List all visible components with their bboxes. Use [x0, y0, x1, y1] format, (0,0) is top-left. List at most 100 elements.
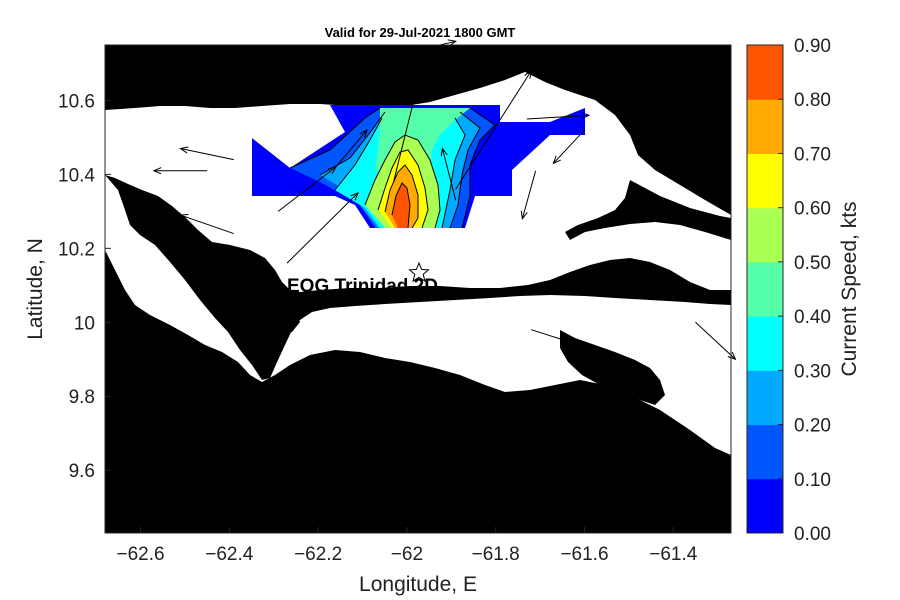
- vector-shaft: [695, 321, 736, 360]
- colorbar-tick-label: 0.60: [794, 199, 831, 220]
- vector-head: [581, 112, 591, 120]
- y-tick-label: 10.2: [58, 239, 95, 260]
- colorbar-tick-label: 0.40: [794, 307, 831, 328]
- star-icon: [408, 261, 430, 283]
- vector-head: [440, 147, 448, 157]
- contour-line-0.3: [334, 117, 466, 229]
- current-vector-arrow: [375, 39, 457, 61]
- y-tick-label: 10.4: [58, 165, 95, 186]
- vector-head: [350, 191, 359, 201]
- current-vectors: [152, 39, 737, 361]
- vector-shaft: [393, 74, 421, 182]
- current-vector-arrow: [695, 321, 737, 361]
- contour-0.8-0.9: [392, 183, 410, 228]
- land-island-small: [270, 310, 300, 333]
- colorbar-segment: [747, 478, 783, 534]
- x-tick-label: −62.4: [205, 544, 254, 565]
- vector-head: [524, 69, 532, 79]
- current-vector-arrow: [520, 170, 537, 220]
- y-tick-label: 10.6: [58, 91, 95, 112]
- contour-line-0.6: [377, 149, 429, 229]
- vector-head: [580, 342, 591, 350]
- x-tick-label: −61.6: [560, 544, 608, 565]
- current-vector-arrow: [335, 129, 368, 168]
- y-axis: Latitude, N 10.6 10.4 10.2 10 9.8 9.6: [24, 91, 111, 482]
- colorbar-segment: [747, 99, 783, 154]
- colorbar-tick-label: 0.20: [794, 416, 831, 437]
- colorbar-segment: [747, 316, 783, 371]
- land-masses: [105, 45, 731, 533]
- vector-head: [520, 210, 528, 220]
- colorbar-segment: [747, 207, 783, 263]
- current-vector-arrow: [440, 147, 457, 201]
- contour-line-0.1: [289, 107, 496, 229]
- colorbar-tick-label: 0.50: [794, 253, 831, 274]
- colorbar-tick-label: 0.00: [794, 524, 831, 545]
- current-vector-arrow: [393, 73, 422, 182]
- contour-line-0.5: [364, 134, 441, 229]
- colorbar-tick-label: 0.90: [794, 36, 831, 57]
- vector-head: [179, 146, 189, 154]
- vector-head: [415, 73, 422, 83]
- colorbar-segment: [747, 424, 783, 480]
- colorbar-tick-label: 0.10: [794, 470, 831, 491]
- vector-head: [179, 214, 189, 221]
- vector-shaft: [441, 148, 457, 201]
- x-axis-label: Longitude, E: [359, 573, 477, 596]
- current-vector-arrow: [526, 112, 591, 120]
- land-paria-peninsula-tip: [565, 180, 731, 240]
- vector-shaft: [180, 148, 234, 161]
- map-title: Valid for 29-Jul-2021 1800 GMT: [325, 25, 516, 40]
- colorbar-tick-label: 0.30: [794, 361, 831, 382]
- vector-shaft: [553, 129, 585, 164]
- current-vector-arrow: [179, 146, 234, 161]
- colorbar-segment: [747, 370, 783, 426]
- x-tick-label: −61.8: [472, 544, 520, 565]
- vector-shaft: [526, 114, 589, 120]
- vector-head: [447, 39, 457, 47]
- contour-line-0.8: [391, 182, 411, 229]
- current-speed-contours: [252, 105, 585, 229]
- vector-head: [152, 167, 162, 175]
- vector-shaft: [531, 329, 590, 349]
- colorbar-segment: [747, 153, 783, 209]
- current-vector-arrow: [277, 166, 337, 212]
- vector-head: [359, 129, 368, 138]
- vector-head: [552, 155, 561, 165]
- x-tick-label: −62: [391, 544, 423, 565]
- vector-shaft: [455, 70, 532, 190]
- vector-shaft: [335, 129, 368, 168]
- vector-shaft: [286, 192, 359, 264]
- y-tick-label: 9.8: [69, 387, 95, 408]
- colorbar-segment: [747, 261, 783, 317]
- map-axes: EOG Trinidad 2D: [104, 39, 737, 534]
- vector-head: [727, 351, 737, 361]
- vector-shaft: [375, 40, 456, 61]
- current-vector-arrow: [286, 191, 359, 264]
- y-tick-label: 9.6: [69, 461, 95, 482]
- contour-line-0.2: [319, 111, 481, 229]
- colorbar-label: Current Speed, kts: [838, 201, 861, 376]
- colorbar-tick-label: 0.70: [794, 144, 831, 165]
- vector-shaft: [180, 214, 234, 235]
- contour-line-0.7: [384, 164, 419, 229]
- vector-head: [327, 166, 337, 175]
- x-axis: Longitude, E −62.6 −62.4 −62.2 −62 −61.8 −61.…: [116, 527, 698, 596]
- axes-frame: [104, 44, 732, 534]
- colorbar-segment: [747, 45, 783, 100]
- site-marker: EOG Trinidad 2D: [287, 261, 438, 297]
- current-vector-arrow: [552, 129, 585, 165]
- current-vector-arrow: [455, 69, 532, 190]
- land-west-venezuela: [105, 175, 731, 380]
- vector-shaft: [277, 166, 337, 212]
- vector-shaft: [521, 170, 537, 219]
- x-tick-label: −62.2: [294, 544, 342, 565]
- y-tick-label: 10: [74, 313, 95, 334]
- land-south: [105, 250, 731, 533]
- x-tick-label: −61.4: [649, 544, 698, 565]
- current-vector-arrow: [531, 329, 591, 350]
- land-north: [105, 45, 731, 215]
- y-axis-label: Latitude, N: [24, 238, 47, 340]
- current-vector-arrow: [152, 167, 208, 175]
